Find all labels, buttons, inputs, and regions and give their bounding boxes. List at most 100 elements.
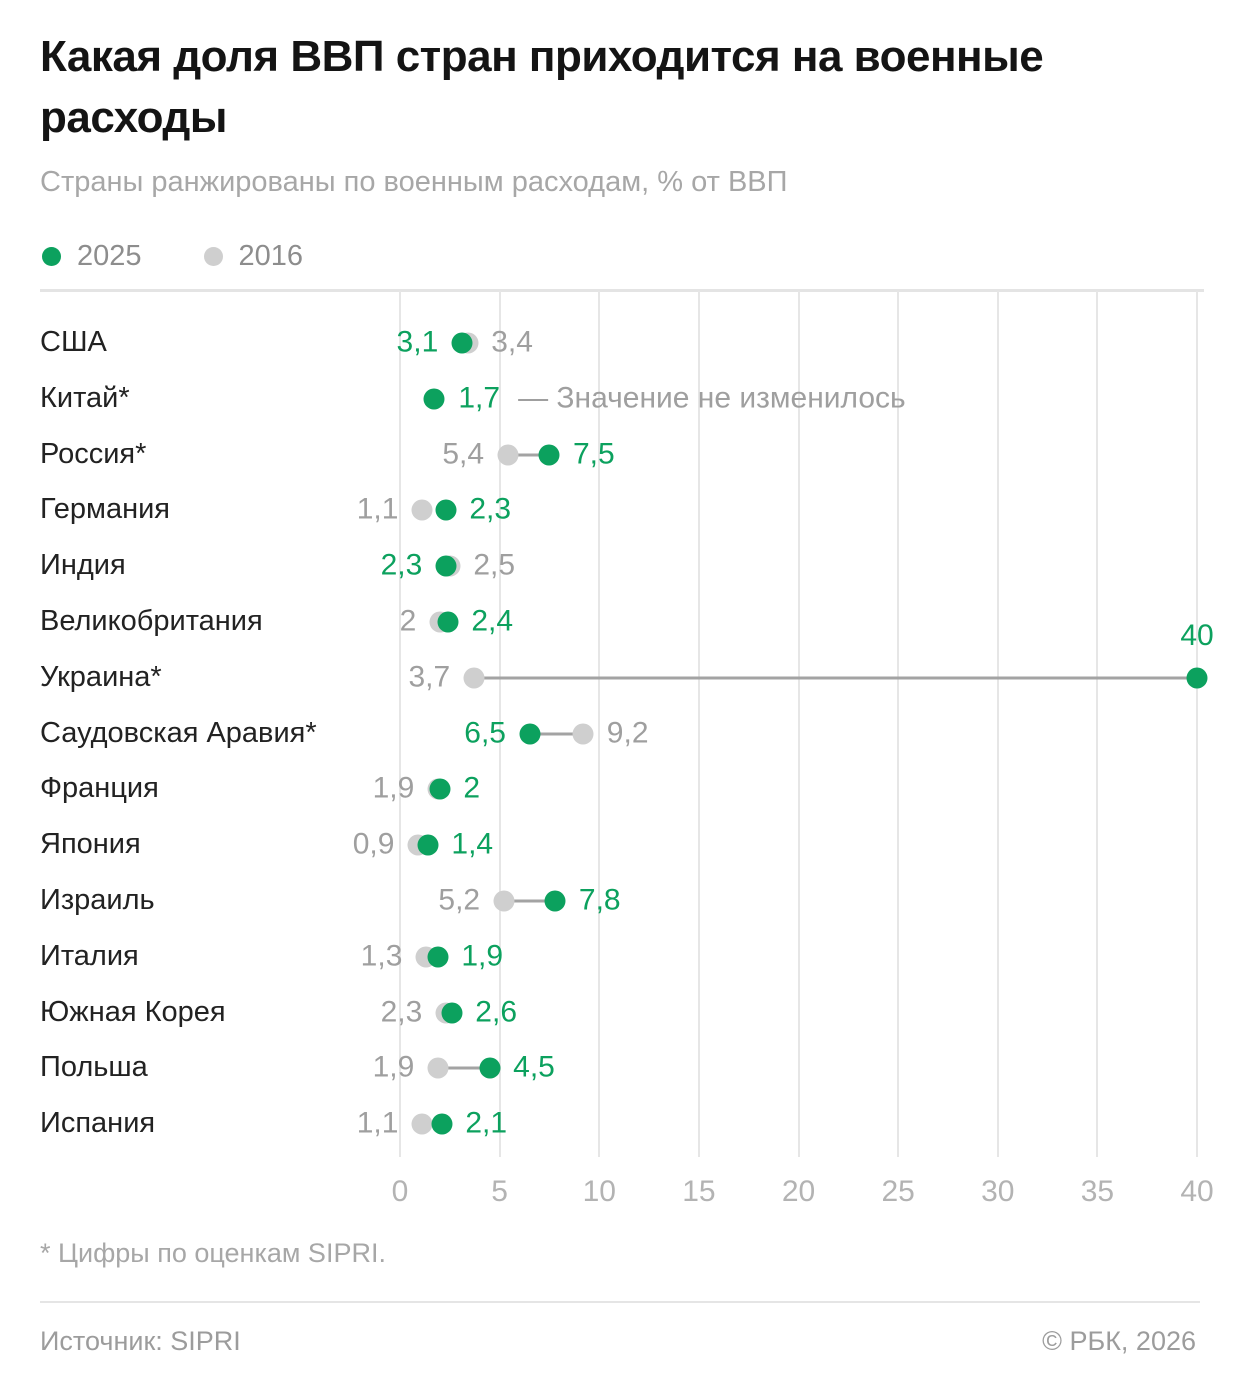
gridline <box>498 291 501 1157</box>
x-axis-tick-label: 15 <box>682 1175 716 1208</box>
gridline <box>1096 291 1099 1157</box>
value-annotation-group: 1,7 — Значение не изменилось <box>458 381 905 415</box>
value-label-2016: 1,1 <box>356 1106 399 1140</box>
gridline <box>996 291 999 1157</box>
dot-2025 <box>435 555 457 577</box>
x-axis-tick-label: 30 <box>981 1175 1015 1208</box>
country-label: Польша <box>40 1051 148 1084</box>
legend-dot-2025-icon <box>42 247 61 266</box>
x-axis-tick-label: 35 <box>1080 1175 1115 1208</box>
dot-2025 <box>427 946 449 968</box>
dot-2025 <box>437 611 459 633</box>
value-label-2016: 2,3 <box>380 994 423 1028</box>
dot-2025 <box>429 778 451 800</box>
x-axis-tick-label: 25 <box>881 1175 915 1208</box>
value-label-2016: 3,4 <box>491 325 533 359</box>
dot-2025 <box>423 388 445 410</box>
footer-divider <box>40 1301 1200 1303</box>
no-change-annotation: — Значение не изменилось <box>518 381 906 415</box>
legend-dot-2016-icon <box>203 247 223 266</box>
value-label-2016: 1,9 <box>372 1050 415 1084</box>
source-credit: Источник: SIPRI <box>40 1326 241 1356</box>
country-label: Индия <box>40 549 126 582</box>
value-label-2016: 2 <box>399 604 417 638</box>
country-label: Испания <box>40 1107 156 1140</box>
value-label-2025: 1,7 <box>458 381 501 415</box>
value-label-2016: 2,5 <box>473 548 516 582</box>
country-label: Израиль <box>40 883 155 916</box>
x-axis-tick-label: 20 <box>781 1175 816 1208</box>
connector-line <box>437 1066 490 1070</box>
dot-2025 <box>544 890 566 912</box>
legend-label-2025: 2025 <box>77 240 142 272</box>
country-label: США <box>40 325 107 358</box>
value-label-2016: 1,9 <box>372 771 415 805</box>
value-label-2025: 2,3 <box>469 492 512 526</box>
legend-item-2025: 2025 <box>42 240 142 273</box>
value-label-2025: 2,1 <box>465 1106 508 1140</box>
value-label-2025: 7,8 <box>578 883 621 917</box>
x-axis-tick-label: 40 <box>1180 1175 1214 1208</box>
dot-2025 <box>435 499 457 521</box>
gridline <box>399 291 401 1157</box>
dot-2025 <box>1186 667 1208 689</box>
value-label-2025: 2,6 <box>475 994 518 1028</box>
country-label: Южная Корея <box>40 995 226 1028</box>
chart-subtitle: Страны ранжированы по военным расходам, … <box>40 166 788 198</box>
country-label: Китай* <box>40 381 130 414</box>
dot-2016 <box>411 1113 433 1135</box>
x-axis-tick-label: 10 <box>582 1175 616 1208</box>
plot-top-rule <box>40 289 1204 292</box>
dot-2025 <box>538 444 560 466</box>
gridline <box>1196 291 1198 1157</box>
gridline <box>598 291 601 1157</box>
legend-item-2016: 2016 <box>203 240 304 273</box>
connector-line <box>503 899 556 903</box>
dot-2025 <box>451 332 473 354</box>
value-label-2016: 3,7 <box>408 660 451 694</box>
copyright: © РБК, 2026 <box>1042 1326 1196 1356</box>
country-label: Великобритания <box>40 604 263 637</box>
dot-2016 <box>493 890 515 912</box>
dot-2025 <box>519 723 540 745</box>
legend: 2025 2016 <box>42 240 303 273</box>
dot-2016 <box>463 667 485 689</box>
value-label-2025: 6,5 <box>464 715 506 749</box>
country-label: Франция <box>40 772 159 805</box>
dot-2025 <box>431 1113 453 1135</box>
value-label-2016: 1,3 <box>360 939 403 973</box>
country-label: Германия <box>40 493 171 526</box>
value-label-2016: 5,2 <box>438 883 481 917</box>
x-axis-tick-label: 0 <box>391 1175 409 1208</box>
country-label: Италия <box>40 939 139 972</box>
connector-line <box>529 732 584 736</box>
value-label-2025: 1,4 <box>451 827 494 861</box>
dot-2025 <box>441 1002 463 1024</box>
legend-label-2016: 2016 <box>238 240 304 272</box>
x-axis-tick-label: 5 <box>491 1175 508 1208</box>
dot-2025 <box>479 1057 501 1079</box>
value-label-2016: 9,2 <box>606 715 649 749</box>
value-label-2025: 40 <box>1180 618 1214 652</box>
connector-line <box>473 676 1197 680</box>
value-label-2025: 2,3 <box>380 548 423 582</box>
country-label: Япония <box>40 828 141 861</box>
country-label: Россия* <box>40 437 147 470</box>
value-label-2025: 1,9 <box>461 939 504 973</box>
connector-line <box>507 453 550 457</box>
dot-2016 <box>411 499 433 521</box>
gridline <box>697 291 700 1157</box>
dot-2016 <box>497 444 519 466</box>
country-label: Украина* <box>40 660 162 693</box>
value-label-2025: 2 <box>463 771 481 805</box>
gridline <box>797 291 800 1157</box>
dot-2025 <box>417 834 439 856</box>
value-label-2016: 1,1 <box>356 492 399 526</box>
value-label-2025: 7,5 <box>572 436 615 470</box>
value-label-2025: 3,1 <box>396 325 439 359</box>
country-label: Саудовская Аравия* <box>40 716 317 749</box>
value-label-2025: 2,4 <box>471 604 514 638</box>
footnote: * Цифры по оценкам SIPRI. <box>40 1238 386 1268</box>
